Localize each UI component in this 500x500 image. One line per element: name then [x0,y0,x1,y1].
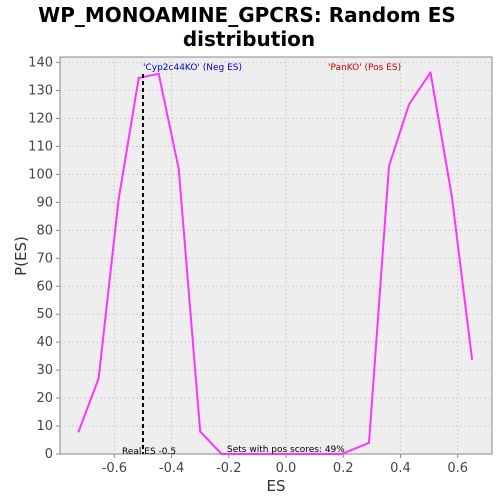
neg-es-label: 'Cyp2c44KO' (Neg ES) [143,63,242,73]
y-tick-label: 20 [36,391,53,406]
data-point [199,430,202,433]
y-axis: 0 10 20 30 40 50 60 70 80 90 100 110 120 130 140 [28,56,60,462]
y-tick-label: 120 [28,112,53,127]
y-tick-label: 60 [36,279,53,294]
y-tick-label: 30 [36,363,53,378]
data-point [137,76,140,79]
x-tick-label: 0.2 [333,461,354,476]
chart-title-line1: WP_MONOAMINE_GPCRS: Random ES [38,3,456,27]
x-axis-label: ES [267,477,286,495]
x-axis: -0.6 -0.4 -0.2 0.0 0.2 0.4 0.6 [102,454,468,476]
chart-title-line2: distribution [183,27,315,51]
data-point [177,167,180,170]
data-point [429,71,432,74]
data-point [367,441,370,444]
data-point [157,72,160,75]
y-tick-label: 0 [45,447,53,462]
y-tick-label: 110 [28,139,53,154]
x-tick-label: -0.2 [216,461,241,476]
data-point [77,430,80,433]
data-point [280,453,283,455]
y-tick-label: 140 [28,56,53,71]
y-axis-label: P(ES) [12,236,30,276]
y-tick-label: 10 [36,419,53,434]
x-tick-label: -0.6 [102,461,127,476]
y-tick-label: 40 [36,335,53,350]
data-point [470,357,473,360]
data-point [240,453,243,455]
data-point [260,453,263,455]
data-point [220,453,223,455]
y-tick-label: 50 [36,307,53,322]
pos-scores-label: Sets with pos scores: 49% [227,445,345,455]
plot-area [59,56,493,455]
data-point [320,453,323,455]
data-point [388,165,391,168]
x-tick-label: -0.4 [159,461,184,476]
data-point [450,195,453,198]
y-tick-label: 100 [28,167,53,182]
y-tick-label: 130 [28,84,53,99]
x-tick-label: 0.6 [447,461,468,476]
real-es-label: Real ES -0.5 [122,447,176,457]
data-point [117,198,120,201]
data-point [340,453,343,455]
y-tick-label: 80 [36,223,53,238]
x-tick-label: 0.4 [390,461,411,476]
data-point [97,377,100,380]
data-point [300,453,303,455]
y-tick-label: 90 [36,195,53,210]
pos-es-label: 'PanKO' (Pos ES) [328,63,401,73]
y-tick-label: 70 [36,251,53,266]
data-point [408,103,411,106]
x-tick-label: 0.0 [276,461,297,476]
